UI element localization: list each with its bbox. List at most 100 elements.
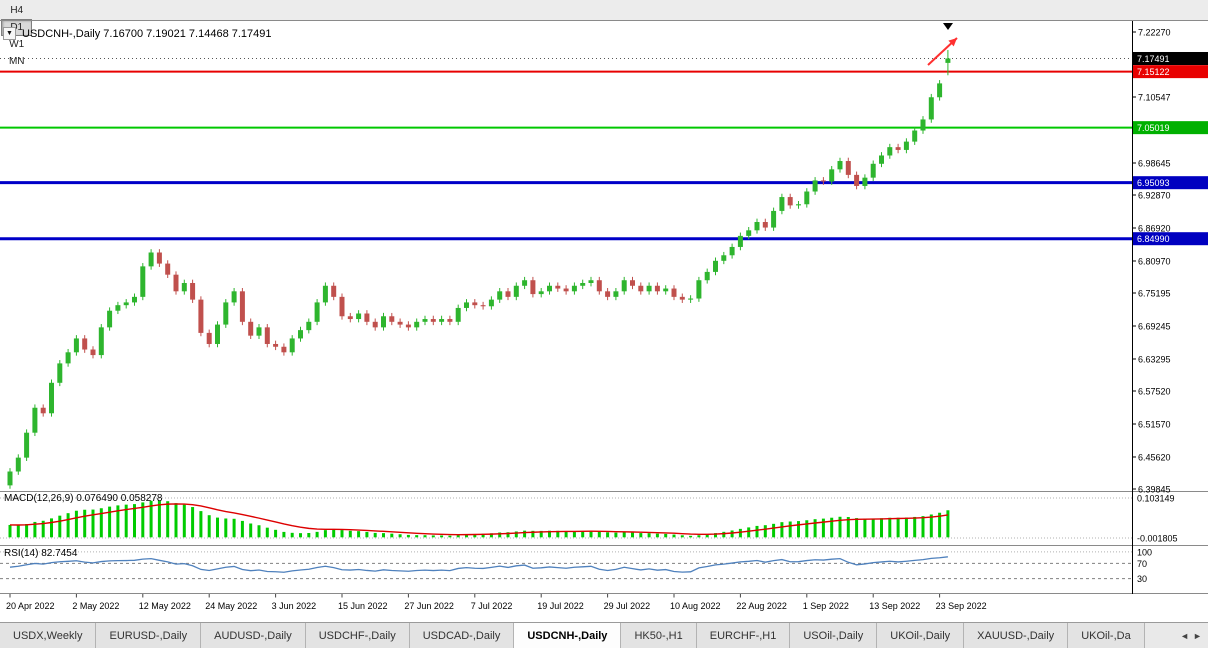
candle (854, 174, 860, 186)
candle (513, 285, 519, 297)
rsi-indicator-label: RSI(14) 82.7454 (4, 548, 78, 559)
candle (140, 266, 146, 297)
candle (381, 316, 386, 328)
candle (646, 285, 652, 292)
candle (7, 471, 13, 486)
candle (298, 330, 303, 339)
candle (920, 119, 926, 131)
candle (945, 58, 951, 63)
svg-text:29 Jul 2022: 29 Jul 2022 (604, 601, 651, 611)
svg-text:6.98645: 6.98645 (1138, 158, 1171, 168)
tab-usdcnh-daily[interactable]: USDCNH-,Daily (514, 623, 622, 648)
chevron-down-icon: ▼ (6, 30, 13, 37)
svg-text:100: 100 (1137, 547, 1152, 557)
symbol-name: USDCNH-,Daily (22, 28, 101, 40)
candle (239, 291, 245, 322)
level-lines (0, 70, 1132, 241)
candle (314, 302, 320, 322)
candle (347, 316, 353, 320)
price-marker (1133, 176, 1208, 190)
svg-text:20 Apr 2022: 20 Apr 2022 (6, 601, 55, 611)
timeframe-button-h4[interactable]: H4 (10, 4, 24, 16)
candle (638, 285, 644, 292)
chart-tabs-bar: USDX,Weekly EURUSD-,Daily AUDUSD-,Daily USD… (0, 622, 1208, 648)
price-marker (1133, 51, 1208, 65)
tab-usoil-daily[interactable]: USOil-,Daily (790, 623, 878, 648)
svg-text:7.05019: 7.05019 (1137, 123, 1170, 133)
candle (613, 291, 619, 297)
candle (480, 305, 486, 307)
candle (405, 324, 411, 328)
candle (198, 299, 204, 333)
svg-text:1 Sep 2022: 1 Sep 2022 (803, 601, 849, 611)
candle (49, 382, 54, 414)
svg-text:6.75195: 6.75195 (1138, 289, 1171, 299)
chart-canvas[interactable]: 7.22270 7.17491 7.15122 7.10547 7.05019 6.986… (0, 0, 1208, 622)
candle (688, 298, 694, 300)
candle (812, 180, 818, 192)
svg-text:6.63295: 6.63295 (1138, 354, 1171, 364)
tab-usdcad-daily[interactable]: USDCAD-,Daily (409, 623, 515, 648)
price-axis[interactable]: 7.22270 7.17491 7.15122 7.10547 7.05019 6.986… (1132, 28, 1208, 585)
tab-usdchf-daily[interactable]: USDCHF-,Daily (305, 623, 410, 648)
tab-usdx-weekly[interactable]: USDX,Weekly (0, 623, 97, 648)
chart-tabs: USDX,Weekly EURUSD-,Daily AUDUSD-,Daily USD… (0, 623, 1208, 648)
candle (820, 180, 826, 182)
candle (488, 299, 494, 307)
candle (256, 327, 262, 336)
chart-dropdown-button[interactable]: ▼ (3, 27, 16, 40)
candle (895, 147, 901, 150)
svg-text:7.22270: 7.22270 (1138, 28, 1171, 38)
candle (630, 280, 635, 286)
candle (190, 282, 196, 300)
candle (123, 302, 129, 306)
candle (223, 302, 229, 325)
candle (704, 271, 710, 281)
tab-hk50-h1[interactable]: HK50-,H1 (621, 623, 697, 648)
tab-eurchf-h1[interactable]: EURCHF-,H1 (696, 623, 791, 648)
candle (289, 338, 295, 353)
svg-text:6.95093: 6.95093 (1137, 178, 1170, 188)
candle (447, 319, 453, 322)
candle (762, 222, 768, 228)
tab-eurusd-daily[interactable]: EURUSD-,Daily (96, 623, 202, 648)
tab-ukoil-daily[interactable]: UKOil-,Daily (877, 623, 965, 648)
candle (339, 296, 345, 317)
candle (322, 285, 328, 303)
svg-text:10 Aug 2022: 10 Aug 2022 (670, 601, 721, 611)
tab-ukoil-da[interactable]: UKOil-,Da (1068, 623, 1145, 648)
candle (870, 163, 876, 178)
candle (248, 321, 254, 336)
tab-xauusd-daily[interactable]: XAUUSD-,Daily (964, 623, 1069, 648)
candle (804, 191, 810, 205)
date-axis[interactable]: 20 Apr 2022 2 May 2022 12 May 2022 24 May 2… (6, 594, 987, 611)
timeframe-button-w1[interactable]: W1 (9, 38, 25, 50)
candle (754, 222, 760, 231)
svg-text:30: 30 (1137, 574, 1147, 584)
candle (73, 338, 79, 353)
candle (580, 282, 586, 286)
timeframe-button-mn[interactable]: MN (8, 55, 25, 67)
svg-text:3 Jun 2022: 3 Jun 2022 (272, 601, 317, 611)
candle (654, 285, 660, 292)
svg-text:7.10547: 7.10547 (1138, 92, 1171, 102)
tab-audusd-daily[interactable]: AUDUSD-,Daily (201, 623, 306, 648)
scroll-left-icon[interactable]: ◄ (1180, 631, 1189, 641)
rsi-line (9, 556, 948, 573)
candle (713, 260, 718, 272)
svg-text:12 May 2022: 12 May 2022 (139, 601, 191, 611)
candle (571, 285, 577, 292)
svg-text:6.45620: 6.45620 (1138, 452, 1171, 462)
candle (107, 310, 113, 328)
candle (165, 263, 171, 275)
trend-arrow-icon[interactable] (927, 37, 958, 66)
candle (215, 324, 220, 344)
candle (887, 147, 893, 156)
candle (24, 432, 30, 458)
scroll-right-icon[interactable]: ► (1193, 631, 1202, 641)
svg-text:15 Jun 2022: 15 Jun 2022 (338, 601, 388, 611)
marker-triangle-icon[interactable] (943, 23, 953, 30)
candle (787, 197, 793, 206)
candle (422, 319, 428, 322)
candle (796, 204, 801, 206)
